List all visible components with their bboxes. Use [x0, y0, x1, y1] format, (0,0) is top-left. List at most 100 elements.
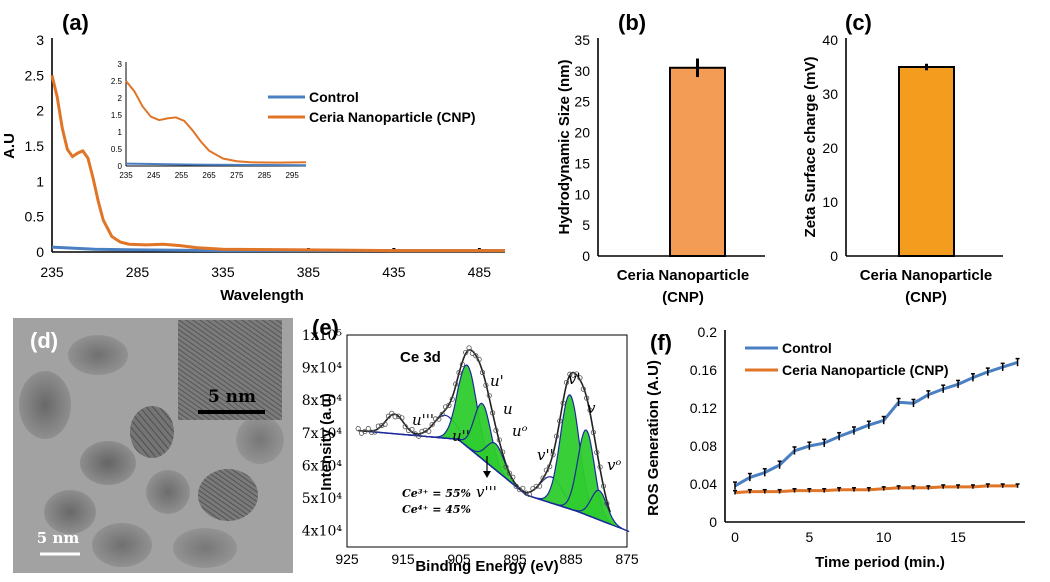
xps-data-point [375, 423, 381, 429]
e-xtick-label: 875 [615, 551, 639, 567]
f-ytick-label: 0.16 [690, 362, 717, 378]
xps-data-point [600, 483, 607, 489]
xps-data-point [570, 372, 576, 378]
inset-ytick-label: 0.5 [111, 145, 123, 154]
inset-series-cnp [125, 80, 307, 164]
xps-data-point [402, 424, 408, 430]
xps-data-point [580, 386, 586, 392]
xps-data-point [439, 411, 445, 417]
f-ytick-label: 0.12 [690, 400, 717, 416]
xps-data-point [463, 349, 469, 356]
xps-data-point [489, 410, 496, 416]
c-ytick-label: 20 [822, 140, 838, 156]
xps-data-point [540, 475, 546, 481]
tem-inset-scalebar-label: 5 nm [208, 387, 256, 407]
panel-b-label: (b) [618, 10, 646, 35]
xps-data-point [372, 429, 378, 435]
xps-data-point [560, 400, 566, 406]
a-xtick-label: 435 [382, 264, 406, 280]
inset-xtick-label: 235 [119, 171, 133, 180]
panel-a-legend: Control Ceria Nanoparticle (CNP) [268, 89, 475, 125]
xps-data-point [567, 371, 573, 377]
xps-data-point [469, 350, 476, 356]
xps-data-point [409, 426, 415, 433]
a-ytick-label: 0.5 [25, 209, 45, 225]
xps-data-point [369, 429, 375, 435]
a-xtick-label: 285 [126, 264, 150, 280]
a-xtick-label: 485 [468, 264, 492, 280]
xps-data-point [432, 416, 439, 422]
xps-data-point [436, 416, 442, 422]
xps-data-point [459, 361, 465, 368]
panel-c-bar [898, 66, 955, 257]
xps-data-point [584, 395, 590, 401]
panel-c: (c) 0 10 20 30 40 Zeta Surface charge (mV) C… [802, 10, 1003, 306]
xps-data-point [594, 449, 600, 456]
xps-data-point [493, 427, 499, 433]
a-ytick-label: 0 [36, 244, 44, 260]
f-xtick-label: 5 [805, 529, 813, 545]
inset-xtick-label: 245 [147, 171, 161, 180]
inset-xtick-label: 295 [285, 171, 299, 180]
inset-ytick-label: 0 [118, 162, 123, 171]
xps-data-point [385, 413, 392, 419]
e-ytick-label: 6x10⁴ [302, 458, 343, 474]
c-ytick-label: 0 [830, 248, 838, 264]
panel-d-label: (d) [30, 328, 58, 353]
xps-data-point [587, 407, 593, 413]
xps-peak-label: v'' [537, 446, 554, 464]
panel-f-series-control [734, 360, 1019, 488]
panel-a-xlabel: Wavelength [220, 287, 304, 304]
panel-b-category-line2: (CNP) [662, 289, 704, 306]
xps-data-point [389, 410, 395, 416]
xps-data-point [379, 422, 385, 429]
xps-data-point [590, 429, 597, 435]
xps-data-point [362, 428, 368, 435]
a-ytick-label: 2 [36, 103, 44, 119]
c-ytick-label: 40 [822, 32, 838, 48]
inset-ytick-label: 2 [118, 94, 123, 103]
e-xtick-label: 915 [391, 551, 415, 567]
b-ytick-label: 35 [574, 32, 590, 48]
xps-data-point [577, 375, 583, 381]
b-ytick-label: 30 [574, 63, 590, 79]
panel-e-xlabel: Binding Energy (eV) [415, 558, 558, 575]
e-ytick-label: 4x10⁴ [302, 524, 343, 540]
panel-f-label: (f) [650, 330, 672, 355]
panel-c-category-line2: (CNP) [905, 289, 947, 306]
xps-data-point [550, 452, 556, 458]
a-ytick-label: 1.5 [25, 138, 45, 154]
xps-data-point [520, 485, 526, 491]
b-ytick-label: 15 [574, 155, 590, 171]
tem-inset [178, 320, 282, 420]
xps-peak-label: u [503, 400, 513, 418]
f-xtick-label: 0 [731, 529, 739, 545]
xps-data-point [523, 490, 529, 496]
inset-xtick-label: 255 [175, 171, 189, 180]
e-ytick-label: 1x10⁵ [302, 328, 343, 344]
xps-data-point [365, 426, 371, 432]
xps-data-point [496, 437, 502, 443]
xps-data-point [355, 426, 361, 432]
a-ytick-label: 3 [36, 32, 44, 48]
panel-a-inset: 0 0.5 1 1.5 2 2.5 3 235 245 255 265 275 285 295 [111, 60, 307, 180]
panel-b-ylabel: Hydrodynamic Size (nm) [556, 59, 573, 234]
panel-a-ylabel: A.U [1, 133, 18, 159]
a-xtick-label: 235 [40, 264, 64, 280]
xps-data-point [604, 500, 610, 507]
xps-data-point [405, 427, 412, 434]
xps-data-point [449, 396, 455, 402]
inset-series-control [125, 162, 307, 167]
ce4-ratio: Ce⁴⁺ = 45% [402, 503, 471, 516]
panel-e-ylabel: Intensity (a.u) [318, 393, 335, 491]
xps-peak-label: u''' [412, 411, 434, 429]
xps-data-point [456, 369, 462, 376]
panel-f-xlabel: Time period (min.) [815, 554, 945, 571]
panel-f-ylabel: ROS Generation (A.U) [645, 360, 662, 516]
panel-c-ylabel: Zeta Surface charge (mV) [802, 57, 819, 238]
xps-data-point [557, 418, 563, 424]
xps-data-point [503, 464, 509, 470]
xps-peak-label: v' [568, 370, 581, 388]
e-xtick-label: 885 [559, 551, 583, 567]
xps-data-point [513, 483, 519, 489]
